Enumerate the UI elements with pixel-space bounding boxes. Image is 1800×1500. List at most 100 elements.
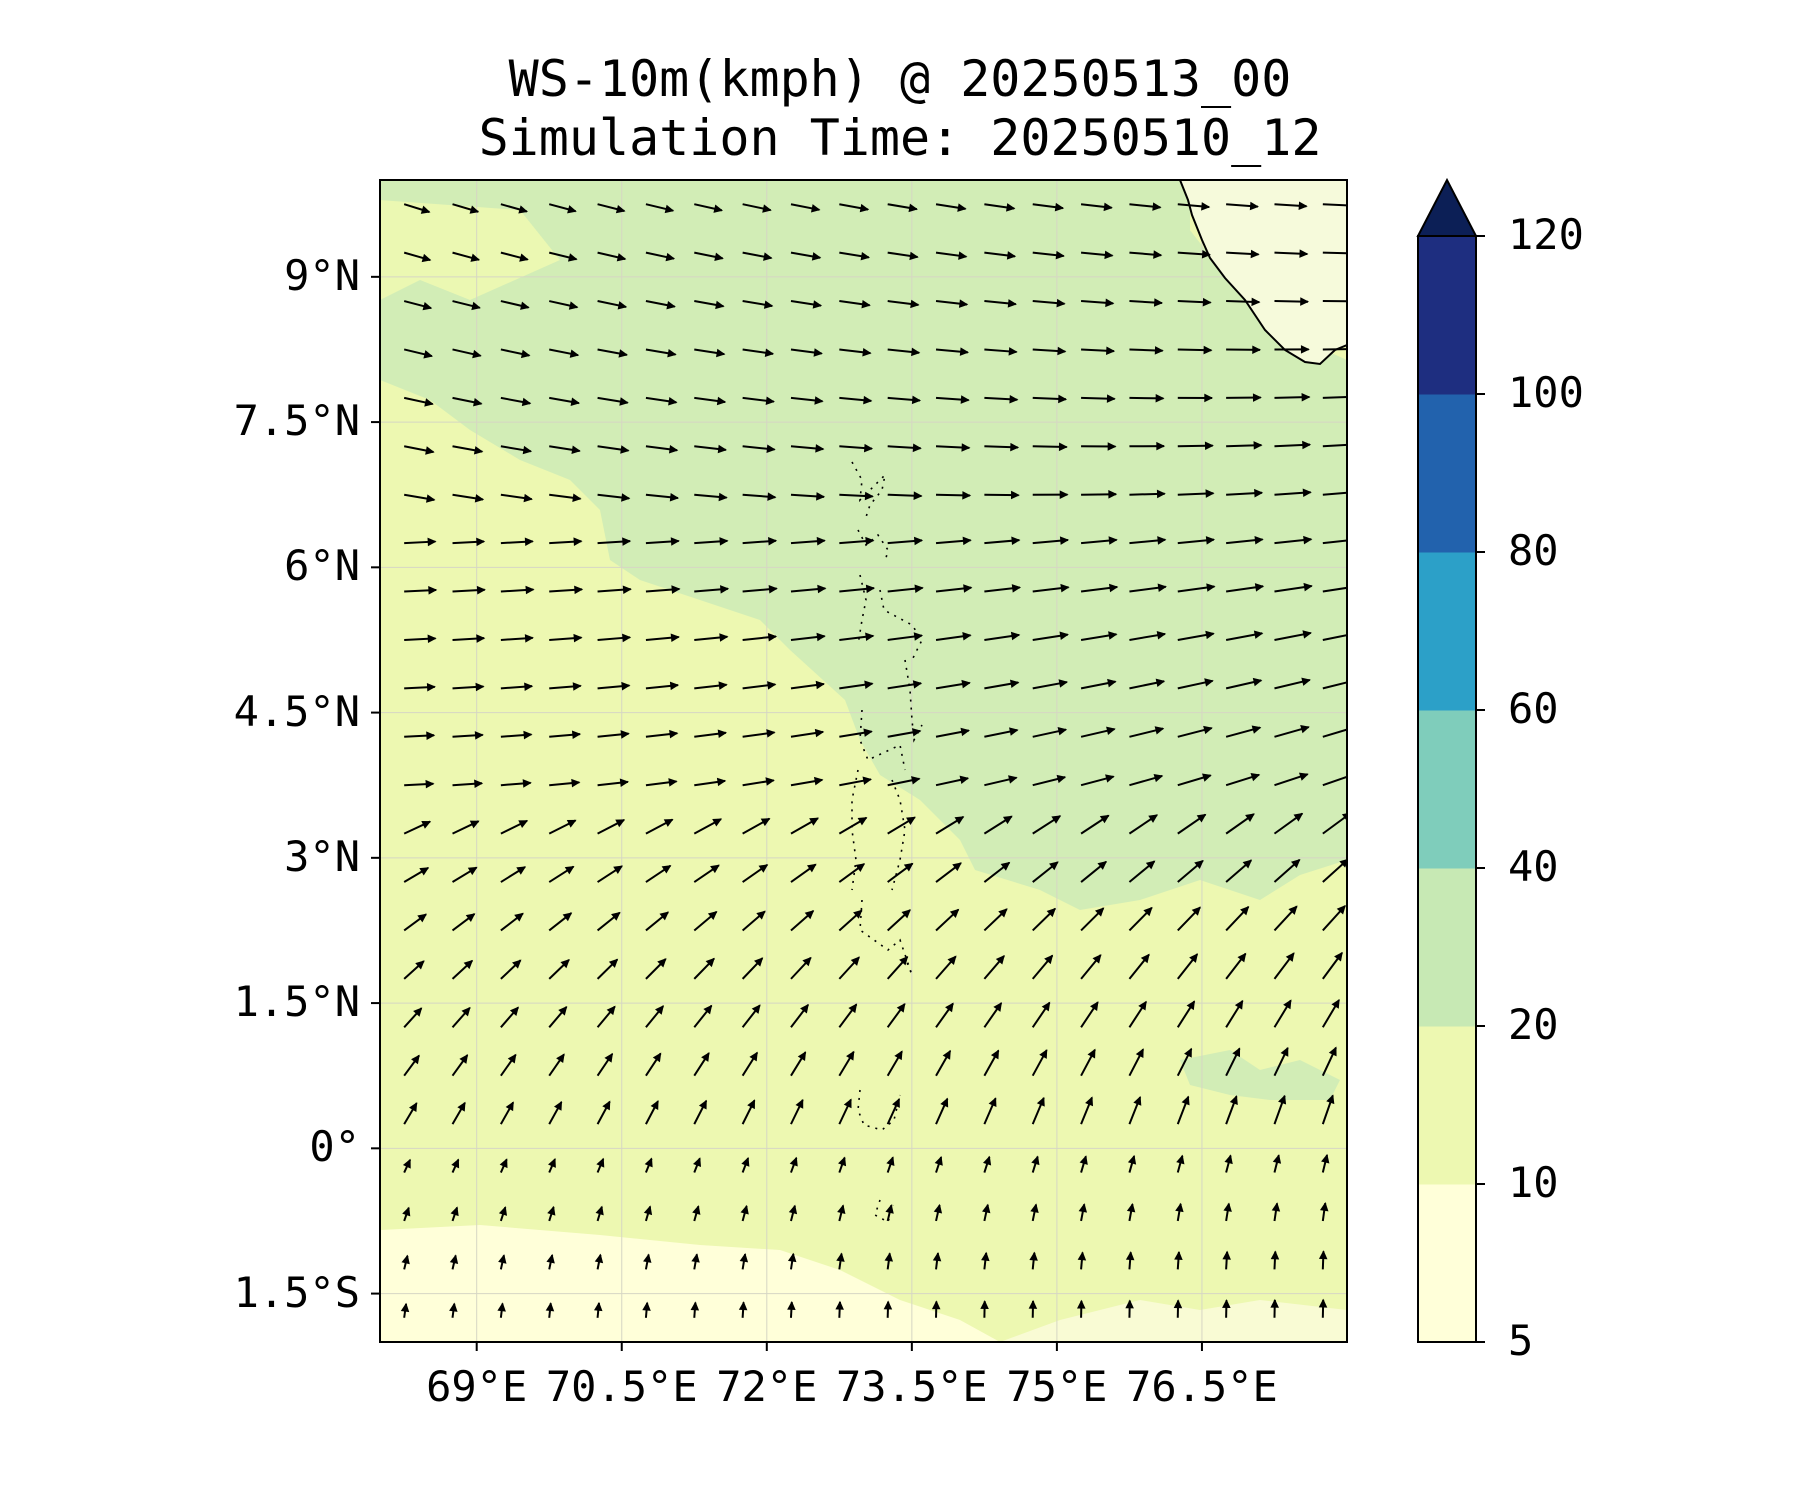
wind-vector xyxy=(1032,442,1068,452)
wind-vector xyxy=(935,1049,952,1077)
colorbar-tick-label: 80 xyxy=(1508,526,1559,575)
wind-vector xyxy=(1225,630,1264,641)
wind-vector xyxy=(1273,952,1295,980)
wind-vector xyxy=(887,536,924,546)
wind-vector xyxy=(1175,1202,1184,1222)
wind-vector xyxy=(549,730,582,740)
wind-vector xyxy=(935,584,973,593)
wind-vector xyxy=(1274,582,1313,593)
wind-vector xyxy=(645,537,680,546)
wind-vector xyxy=(790,203,821,213)
wind-vector xyxy=(886,1002,906,1028)
wind-vector xyxy=(500,1006,519,1028)
wind-vector xyxy=(403,1102,418,1125)
wind-vector xyxy=(935,679,971,690)
wind-vector xyxy=(404,634,437,644)
wind-vector xyxy=(547,1205,556,1222)
wind-vector xyxy=(1318,1298,1328,1318)
wind-vector xyxy=(1274,488,1312,498)
wind-vector xyxy=(694,300,725,310)
wind-vector xyxy=(694,777,727,787)
wind-vector xyxy=(645,911,670,932)
wind-vector xyxy=(694,444,727,454)
wind-vector xyxy=(694,633,729,642)
wind-vector xyxy=(645,251,676,262)
wind-vector xyxy=(742,396,775,405)
wind-vector xyxy=(1177,725,1213,738)
wind-vector xyxy=(838,863,866,883)
wind-vector xyxy=(500,959,522,980)
wind-vector xyxy=(1271,1202,1281,1222)
wind-vector xyxy=(1226,393,1262,402)
wind-vector xyxy=(1176,1000,1196,1028)
wind-vector xyxy=(500,730,533,740)
wind-vector xyxy=(1322,539,1347,545)
wind-vector xyxy=(1080,536,1118,545)
wind-vector xyxy=(597,348,628,358)
wind-vector xyxy=(935,862,962,883)
wind-vector xyxy=(1273,859,1301,883)
wind-vector xyxy=(500,203,529,214)
wind-vector xyxy=(984,394,1019,404)
wind-vector xyxy=(500,779,532,788)
wind-vector xyxy=(498,1254,507,1270)
wind-vector xyxy=(886,955,909,980)
wind-vector xyxy=(839,203,870,213)
wind-vector xyxy=(789,1156,798,1173)
wind-vector xyxy=(835,1300,844,1318)
wind-vector xyxy=(597,819,626,835)
wind-vector xyxy=(1226,201,1259,211)
wind-vector xyxy=(932,1252,942,1270)
wind-vector xyxy=(548,203,577,214)
wind-vector xyxy=(694,729,728,739)
wind-vector xyxy=(498,1206,508,1222)
wind-vector xyxy=(548,1006,568,1028)
wind-vector xyxy=(935,727,970,738)
lat-tick-label: 1.5°N xyxy=(233,977,360,1027)
wind-vector xyxy=(887,816,916,835)
wind-vector xyxy=(790,910,815,932)
wind-vector xyxy=(1032,298,1066,308)
wind-vector xyxy=(452,396,483,407)
wind-vector xyxy=(742,444,776,453)
wind-vector xyxy=(984,584,1022,593)
wind-vector xyxy=(1129,250,1163,259)
wind-vector xyxy=(500,912,524,932)
wind-vector xyxy=(1032,346,1067,356)
wind-vector xyxy=(1080,907,1105,932)
wind-vector xyxy=(549,682,582,691)
wind-vector xyxy=(742,537,778,546)
wind-vector xyxy=(1080,1096,1094,1125)
wind-vector xyxy=(500,1053,517,1077)
wind-vector xyxy=(983,1049,1000,1077)
wind-vector xyxy=(838,909,863,932)
wind-vector xyxy=(1081,490,1118,499)
wind-vector xyxy=(1274,392,1311,402)
simulation-time-subtitle: Simulation Time: 20250510_12 xyxy=(478,109,1322,167)
wind-vector xyxy=(694,348,726,358)
wind-vector xyxy=(500,396,532,407)
wind-vector xyxy=(984,536,1021,546)
wind-vector xyxy=(1225,583,1265,593)
wind-vector xyxy=(935,775,970,787)
wind-vector xyxy=(644,1157,653,1173)
wind-vector xyxy=(596,1157,605,1173)
wind-vector xyxy=(1177,678,1214,690)
wind-vector xyxy=(449,1302,458,1318)
wind-vector xyxy=(549,348,580,358)
wind-vector xyxy=(643,1253,652,1270)
wind-vector xyxy=(500,866,527,883)
wind-vector xyxy=(1176,1047,1193,1077)
wind-vector xyxy=(1226,488,1264,498)
wind-vector xyxy=(1177,441,1214,451)
colorbar-tick-label: 60 xyxy=(1508,684,1559,733)
wind-vector xyxy=(1273,905,1298,932)
wind-vector xyxy=(403,960,425,980)
wind-vector xyxy=(886,1098,901,1125)
wind-vector xyxy=(1125,1251,1135,1270)
wind-vector xyxy=(596,1052,614,1077)
wind-vector xyxy=(403,203,431,214)
wind-vector xyxy=(549,778,581,788)
wind-vector xyxy=(1125,1299,1134,1318)
wind-vector xyxy=(887,776,921,787)
